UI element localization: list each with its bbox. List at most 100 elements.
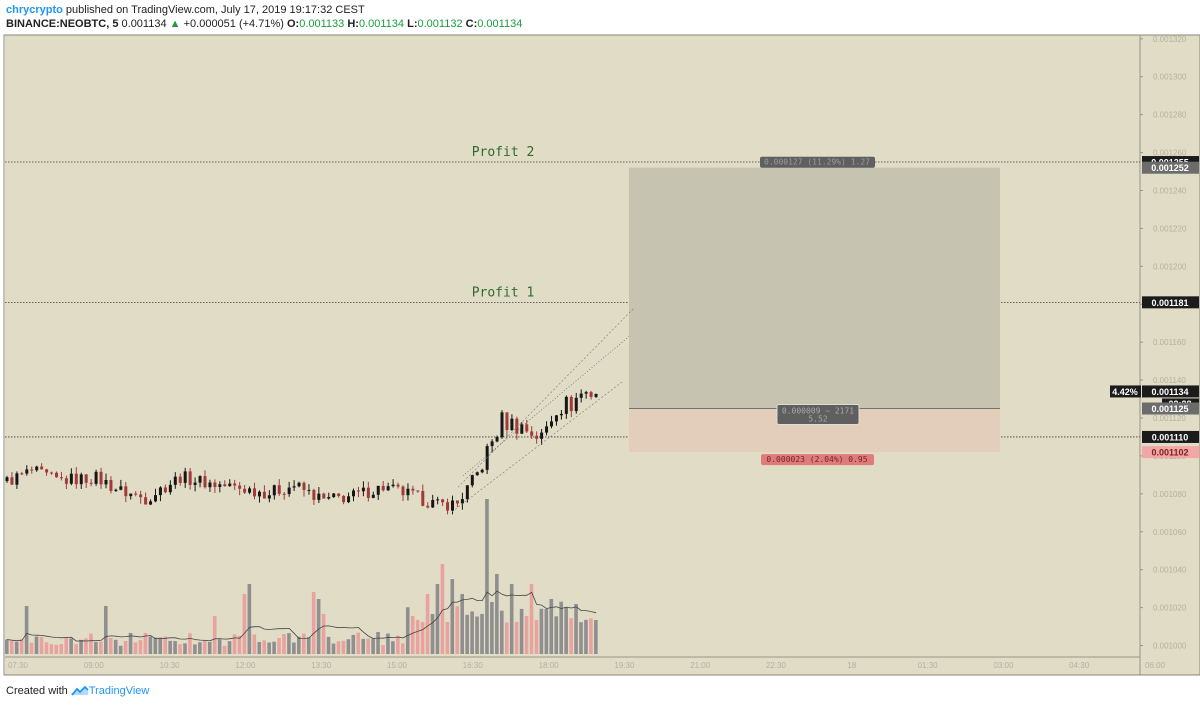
candle-down bbox=[525, 419, 529, 434]
candle-up bbox=[129, 493, 133, 500]
candle-body bbox=[540, 432, 544, 439]
candle-up bbox=[594, 393, 598, 398]
volume-bar bbox=[212, 616, 217, 654]
volume-bar bbox=[302, 633, 306, 654]
candle-body bbox=[119, 486, 123, 490]
candle-down bbox=[163, 484, 167, 494]
volume-bar bbox=[445, 621, 450, 654]
candle-up bbox=[574, 392, 578, 414]
candle-body bbox=[188, 471, 192, 485]
volume-bar bbox=[455, 606, 460, 654]
volume-bar bbox=[39, 636, 44, 654]
candle-up bbox=[386, 482, 390, 491]
volume-bar bbox=[331, 643, 336, 654]
volume-bar bbox=[222, 645, 227, 654]
y-tick-label: 0.001240 bbox=[1153, 186, 1187, 195]
volume-bar bbox=[584, 619, 588, 654]
volume-bar bbox=[326, 636, 331, 654]
candle-body bbox=[564, 396, 568, 414]
candle-down bbox=[253, 482, 256, 500]
x-tick-label: 07:30 bbox=[8, 661, 29, 670]
candle-body bbox=[282, 493, 286, 495]
footer: Created with TradingView bbox=[6, 685, 149, 697]
candle-up bbox=[228, 479, 232, 487]
candle-body bbox=[25, 469, 29, 474]
candle-down bbox=[381, 481, 385, 492]
candle-body bbox=[361, 487, 365, 492]
candle-body bbox=[554, 415, 558, 422]
candle-down bbox=[515, 416, 519, 440]
x-tick-label: 18:00 bbox=[539, 661, 560, 670]
candle-up bbox=[79, 472, 83, 489]
volume-bar bbox=[74, 644, 78, 654]
volume-bar bbox=[500, 610, 504, 654]
candle-body bbox=[59, 477, 63, 479]
volume-bar bbox=[5, 639, 9, 654]
candle-up bbox=[248, 486, 252, 495]
volume-bar bbox=[143, 632, 148, 654]
candle-body bbox=[64, 478, 68, 484]
candle-body bbox=[267, 495, 271, 499]
candle-body bbox=[168, 484, 172, 493]
volume-bar bbox=[242, 594, 247, 654]
tradingview-brand[interactable]: TradingView bbox=[88, 685, 150, 697]
price-label-0.001181: 0.001181 bbox=[1142, 296, 1199, 309]
candle-up bbox=[193, 477, 197, 492]
candle-body bbox=[40, 466, 44, 470]
candle-up bbox=[485, 443, 489, 475]
volume-ma-line bbox=[6, 590, 597, 642]
candle-down bbox=[84, 473, 88, 488]
candle-body bbox=[277, 485, 281, 494]
author-link[interactable]: chrycrypto bbox=[6, 4, 63, 16]
candle-body bbox=[203, 476, 207, 488]
volume-bar bbox=[133, 642, 138, 654]
candle-up bbox=[15, 471, 19, 489]
candle-body bbox=[406, 488, 410, 496]
candle-up bbox=[158, 486, 162, 502]
chart-frame bbox=[3, 34, 1200, 676]
candle-body bbox=[223, 484, 227, 487]
volume-bar bbox=[287, 633, 291, 654]
volume-bar bbox=[470, 611, 474, 654]
x-tick-label: 21:00 bbox=[690, 661, 711, 670]
candle-body bbox=[332, 493, 336, 497]
volume-bar bbox=[292, 642, 296, 654]
volume-bar bbox=[341, 640, 346, 654]
x-tick-label: 10:30 bbox=[160, 661, 181, 670]
price-axis bbox=[1140, 35, 1200, 675]
volume-bar bbox=[549, 599, 554, 654]
price-label-box bbox=[1142, 430, 1199, 443]
candle-up bbox=[272, 484, 276, 500]
low-value: 0.001132 bbox=[417, 18, 463, 30]
candle-up bbox=[208, 479, 212, 492]
candle-body bbox=[520, 424, 524, 434]
volume-bar bbox=[336, 641, 341, 654]
volume-bar bbox=[361, 638, 365, 654]
volume-bar bbox=[435, 584, 440, 654]
candle-down bbox=[109, 476, 113, 494]
candle-down bbox=[277, 479, 281, 496]
candle-up bbox=[114, 488, 118, 492]
channel-line-upper bbox=[457, 307, 635, 488]
candle-down bbox=[302, 481, 306, 497]
price-chart[interactable]: 0.001320 0.001300 0.001280 0.001260 0.001240… bbox=[0, 34, 1200, 680]
volume-bar bbox=[356, 632, 361, 654]
candle-body bbox=[144, 497, 148, 505]
volume-bar bbox=[193, 644, 197, 654]
volume-bar bbox=[316, 599, 321, 654]
candle-body bbox=[584, 392, 588, 394]
candle-up bbox=[371, 491, 375, 499]
candle-up bbox=[431, 494, 435, 508]
candle-down bbox=[282, 491, 286, 500]
candle-body bbox=[257, 491, 261, 497]
candle-body bbox=[163, 487, 167, 493]
volume-bar bbox=[183, 643, 187, 654]
candle-body bbox=[312, 489, 316, 500]
volume-bar bbox=[94, 642, 98, 654]
stop-label-box bbox=[761, 454, 874, 466]
candle-body bbox=[218, 484, 222, 487]
y-tick-label: 0.001160 bbox=[1153, 338, 1186, 347]
candle-body bbox=[381, 485, 385, 491]
candle-body bbox=[455, 500, 459, 504]
candle-body bbox=[535, 435, 539, 439]
